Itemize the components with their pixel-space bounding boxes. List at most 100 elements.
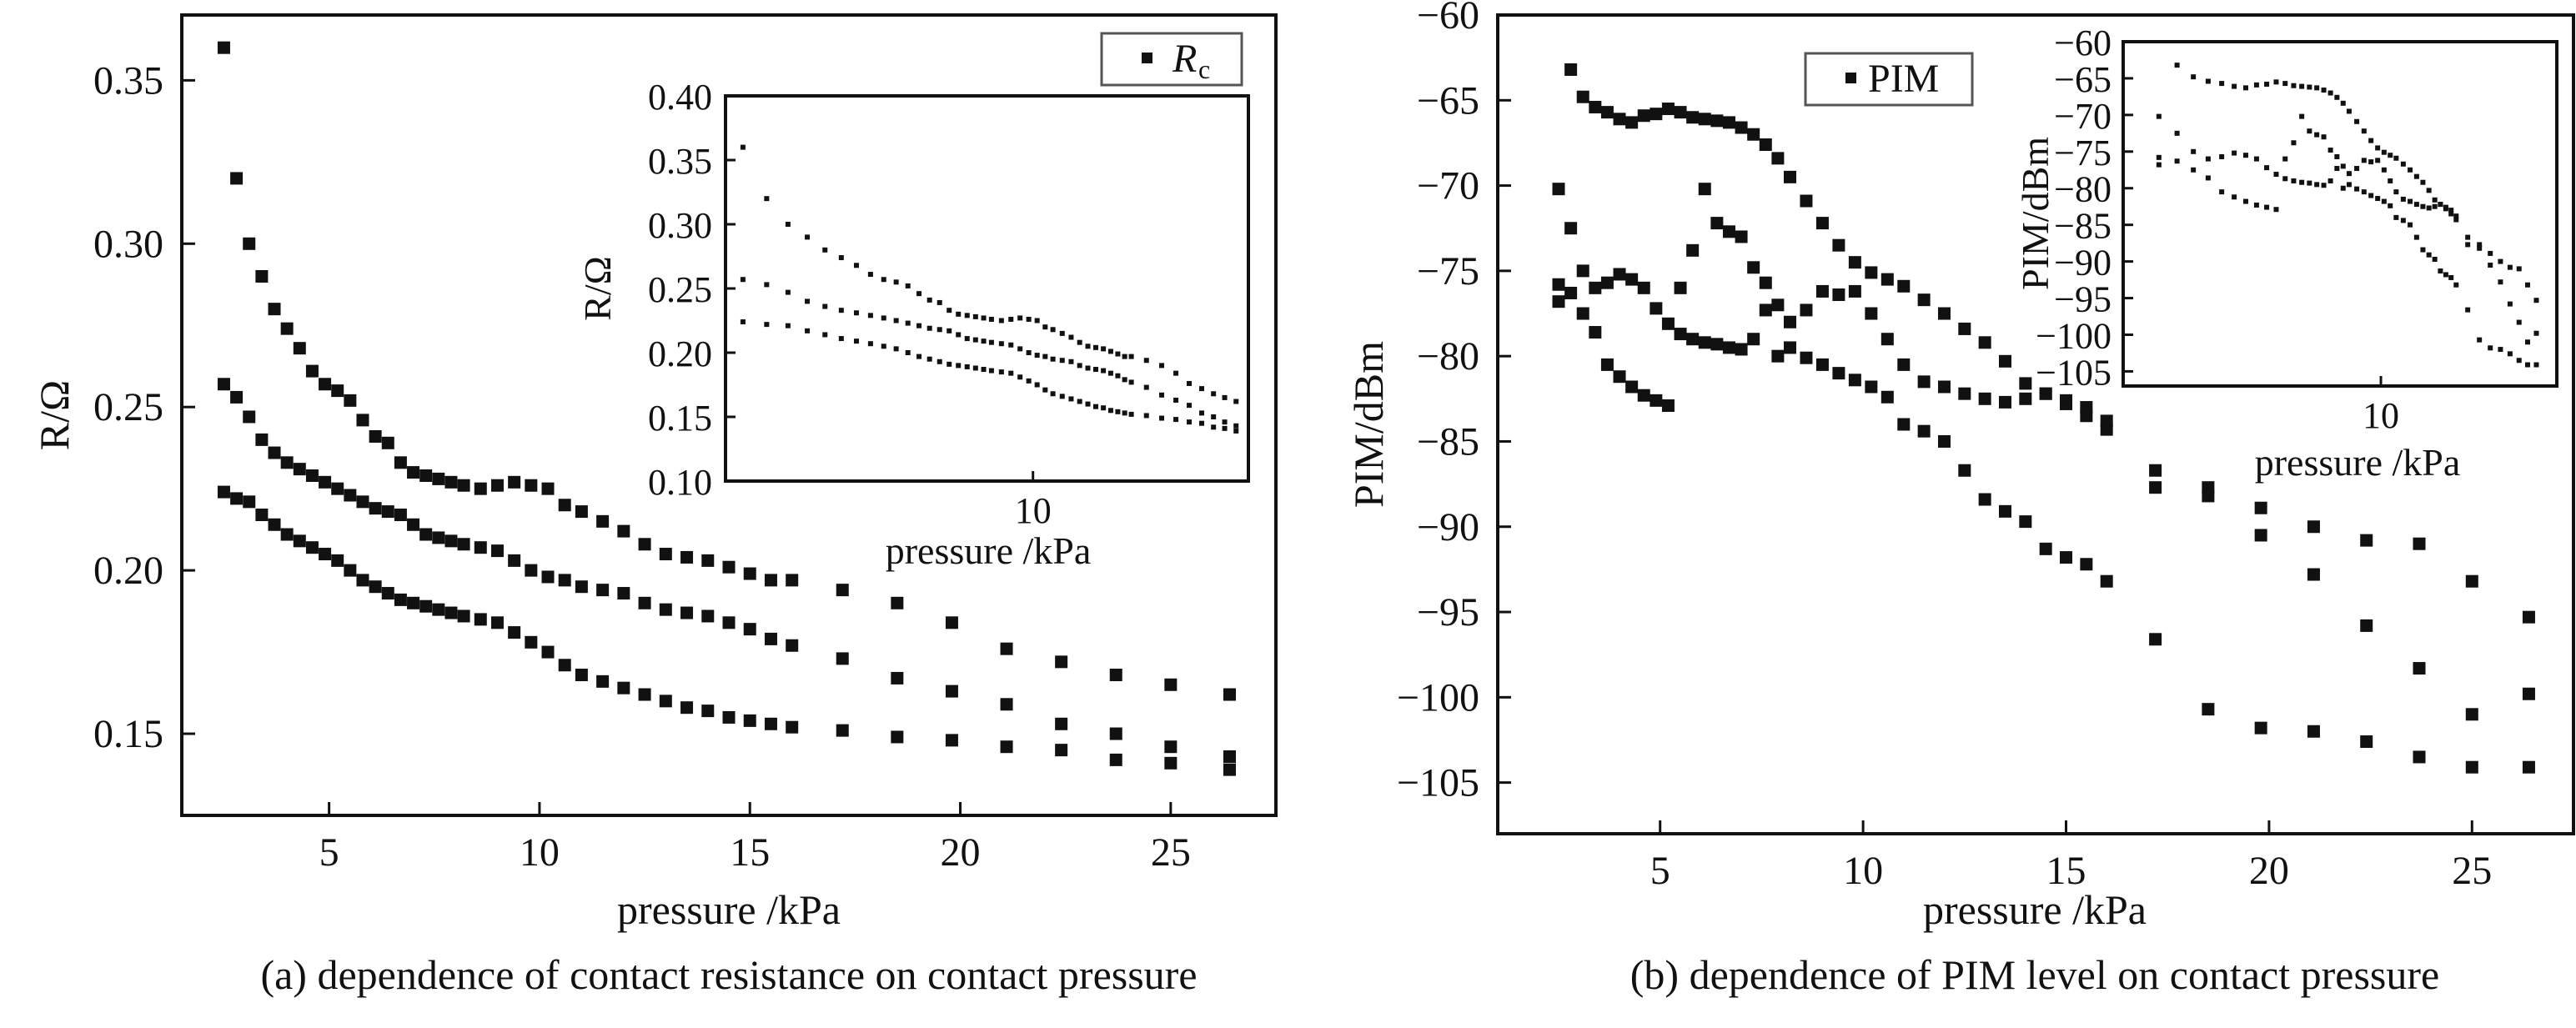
a-inset-series-0-point <box>947 308 952 313</box>
b-main-series-2-point <box>1759 276 1772 289</box>
a-inset-series-2-point <box>956 363 962 369</box>
a-inset-series-2-point <box>1222 425 1228 431</box>
b-inset-series-0-point <box>2498 258 2503 264</box>
b-inset-series-0-point <box>2426 188 2432 193</box>
a-main-series-0-point <box>617 524 630 538</box>
b-inset-series-0-point <box>2174 63 2180 68</box>
b-main-series-1-point <box>1710 338 1724 351</box>
b-main-series-2-point <box>1865 380 1878 394</box>
a-main-series-2-point <box>432 603 445 616</box>
b-inset-series-1-point <box>2232 150 2237 156</box>
b-main-series-1-point <box>1771 298 1785 312</box>
b-inset-series-2-point <box>2533 362 2539 368</box>
b-main-series-1-point <box>2039 387 2052 400</box>
b-inset-series-1-point <box>2426 205 2432 211</box>
a-main-series-1-point <box>701 609 715 623</box>
a-inset-series-0-point <box>981 315 987 321</box>
b-main-series-0-point <box>1650 108 1663 121</box>
a-inset-series-0-point <box>1107 349 1113 354</box>
a-main-series-2-point <box>331 554 344 567</box>
chart-b-x-axis-label: pressure /kPa <box>1923 886 2147 933</box>
b-inset-series-1-point <box>2432 203 2438 209</box>
b-inset-series-2-point <box>2426 252 2432 258</box>
a-inset-series-1-point <box>853 310 859 316</box>
b-inset-ytick-label: −100 <box>2036 315 2112 356</box>
a-main-series-0-point <box>945 616 958 629</box>
a-inset-series-1-point <box>1173 397 1179 403</box>
a-main-series-2-point <box>743 714 756 727</box>
a-inset-series-0-point <box>853 263 859 268</box>
a-inset-series-2-point <box>1173 417 1179 423</box>
a-main-series-1-point <box>394 509 407 522</box>
b-inset-series-1-point <box>2205 156 2211 162</box>
b-main-series-0-point <box>2254 501 2267 514</box>
b-inset-series-1-point <box>2282 176 2288 182</box>
b-main-series-0-point <box>1686 111 1700 124</box>
b-inset-series-2-point <box>2232 194 2237 200</box>
b-inset-series-2-point <box>2388 203 2393 208</box>
b-main-ytick-label: −75 <box>1417 249 1479 293</box>
caption-panel-b: (b) dependence of PIM level on contact p… <box>1630 951 2439 998</box>
b-main-series-1-point <box>1600 276 1614 289</box>
b-main-series-0-point <box>1998 354 2011 368</box>
b-inset-series-1-point <box>2420 203 2426 209</box>
a-inset-series-0-point <box>1034 318 1040 323</box>
a-main-series-2-point <box>369 580 382 594</box>
a-main-series-1-point <box>558 574 571 587</box>
b-inset-series-0-point <box>2361 128 2367 134</box>
b-main-series-1-point <box>2307 568 2320 581</box>
b-main-series-0-point <box>1613 113 1626 126</box>
a-main-series-2-point <box>305 541 319 554</box>
b-inset-series-2-point <box>2205 175 2211 181</box>
a-inset-series-0-point <box>1115 351 1121 357</box>
a-inset-series-1-point <box>964 336 970 342</box>
b-main-series-2-point <box>1698 183 1711 196</box>
b-inset-series-1-point <box>2375 158 2381 163</box>
b-inset-series-0-point <box>2334 94 2340 100</box>
b-inset-series-1-point <box>2291 178 2297 183</box>
b-inset-series-2-point <box>2314 132 2320 138</box>
a-inset-series-2-point <box>916 354 922 359</box>
a-main-ytick-label: 0.30 <box>93 222 163 266</box>
a-inset-series-1-point <box>936 327 942 333</box>
b-main-series-0-point <box>1747 128 1760 141</box>
b-inset-series-1-point <box>2524 339 2530 345</box>
b-main-ytick-label: −80 <box>1417 334 1479 379</box>
chart-a-legend-marker <box>1142 53 1152 63</box>
a-main-series-0-point <box>638 538 651 551</box>
a-main-series-0-point <box>394 456 407 469</box>
b-inset-series-1-point <box>2448 208 2454 213</box>
a-inset-series-1-point <box>926 325 932 331</box>
b-main-series-2-point <box>1897 418 1911 431</box>
a-main-series-2-point <box>722 710 736 724</box>
a-inset-series-0-point <box>1143 358 1149 364</box>
a-main-series-0-point <box>659 548 672 561</box>
b-main-series-0-point <box>1661 103 1675 116</box>
b-inset-series-0-point <box>2219 81 2225 87</box>
a-inset-series-1-point <box>893 318 899 323</box>
a-inset-series-1-point <box>905 320 911 326</box>
b-inset-series-0-point <box>2533 298 2539 303</box>
a-main-series-0-point <box>722 560 736 574</box>
chart-b-inset-points <box>2156 63 2539 368</box>
a-inset-ytick-label: 0.10 <box>648 462 712 503</box>
a-main-series-1-point <box>1223 750 1236 763</box>
chart-a-y-axis-label: R/Ω <box>31 380 78 450</box>
a-main-series-2-point <box>1164 756 1178 770</box>
a-main-series-1-point <box>1164 740 1178 754</box>
a-main-series-0-point <box>596 514 610 528</box>
a-inset-series-1-point <box>1115 373 1121 379</box>
a-main-series-2-point <box>1055 744 1068 757</box>
b-main-series-1-point <box>2465 708 2478 721</box>
a-main-series-2-point <box>558 659 571 672</box>
b-main-series-0-point <box>1759 138 1772 151</box>
a-main-series-0-point <box>230 172 244 185</box>
a-main-xtick-label: 25 <box>1151 830 1191 875</box>
b-main-series-2-point <box>2100 574 2113 588</box>
a-inset-series-2-point <box>1017 374 1023 380</box>
b-main-series-1-point <box>2360 619 2373 632</box>
a-inset-series-0-point <box>838 255 844 261</box>
b-main-ytick-label: −85 <box>1417 419 1479 464</box>
a-inset-series-2-point <box>1128 411 1134 417</box>
a-inset-series-0-point <box>1233 399 1239 404</box>
